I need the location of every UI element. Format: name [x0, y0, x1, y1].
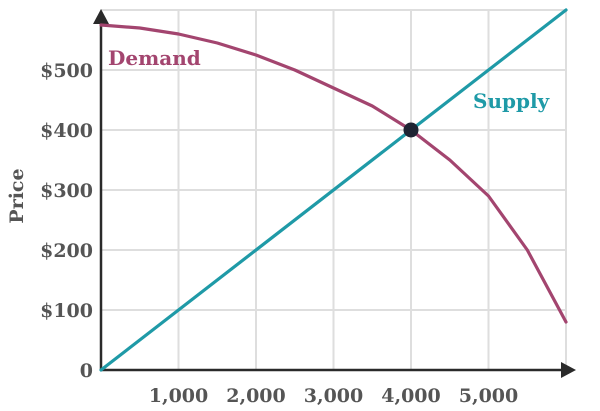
- x-tick-label: 2,000: [226, 385, 286, 407]
- x-axis-arrow: [561, 362, 576, 378]
- axes: [93, 9, 576, 378]
- y-tick-label: $300: [40, 180, 93, 202]
- y-tick-labels: 0 $100 $200 $300 $400 $500: [40, 60, 93, 382]
- annotation-layer: [403, 122, 419, 138]
- demand-curve: [99, 23, 568, 324]
- y-tick-label: $400: [40, 120, 93, 142]
- y-tick-label: 0: [80, 360, 93, 382]
- y-axis-label: Price: [6, 168, 28, 223]
- equilibrium-point: [403, 122, 419, 138]
- y-tick-label: $200: [40, 240, 93, 262]
- demand-label: Demand: [108, 46, 201, 70]
- supply-label: Supply: [473, 89, 551, 113]
- y-axis-arrow: [93, 9, 109, 24]
- x-tick-label: 1,000: [149, 385, 209, 407]
- x-tick-label: 4,000: [381, 385, 441, 407]
- supply-curve: [99, 8, 568, 372]
- series-layer: [99, 8, 568, 372]
- x-tick-label: 3,000: [304, 385, 364, 407]
- x-tick-labels: 1,000 2,000 3,000 4,000 5,000: [149, 385, 519, 407]
- y-tick-label: $100: [40, 300, 93, 322]
- y-tick-label: $500: [40, 60, 93, 82]
- x-tick-label: 5,000: [459, 385, 519, 407]
